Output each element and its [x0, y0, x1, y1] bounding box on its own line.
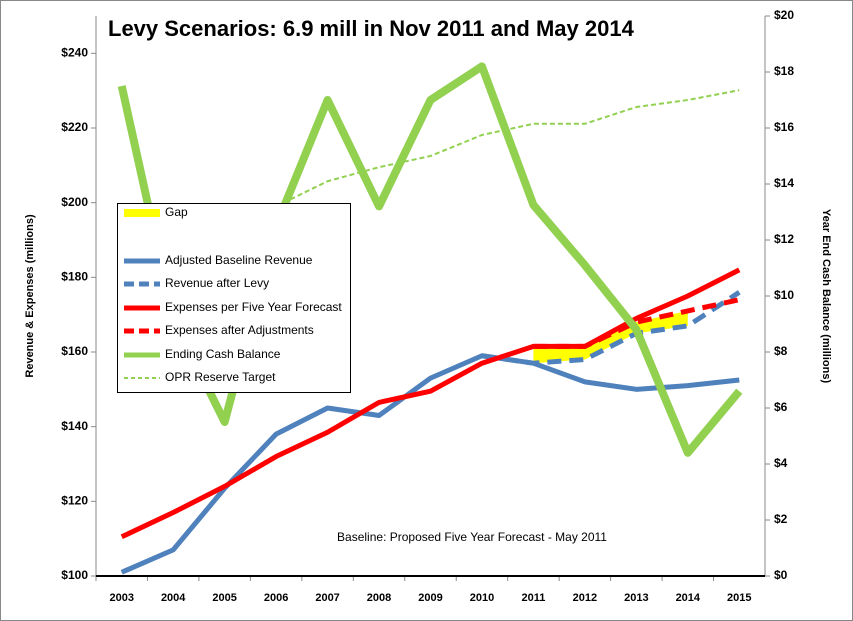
x-tick-label: 2009: [418, 592, 442, 604]
series-line: [275, 89, 740, 208]
x-tick-label: 2014: [676, 592, 701, 604]
y2-tick-label: $10: [774, 288, 794, 302]
x-tick-label: 2013: [624, 592, 648, 604]
y2-tick-label: $2: [774, 512, 788, 526]
legend-label: OPR Reserve Target: [165, 370, 276, 384]
y-tick-label: $140: [61, 419, 88, 433]
x-tick-label: 2004: [161, 592, 186, 604]
legend-box: [117, 203, 351, 393]
y2-tick-label: $12: [774, 232, 794, 246]
y2-tick-label: $20: [774, 8, 794, 22]
y-tick-label: $180: [61, 270, 88, 284]
x-tick-label: 2008: [367, 592, 391, 604]
legend-label: Gap: [165, 205, 188, 219]
x-tick-label: 2012: [573, 592, 597, 604]
x-tick-label: 2006: [264, 592, 288, 604]
y2-tick-label: $4: [774, 456, 788, 470]
x-tick-label: 2005: [212, 592, 236, 604]
y-tick-label: $240: [61, 46, 88, 60]
legend: Gap Adjusted Baseline Revenue Revenue afte…: [117, 203, 351, 393]
legend-label: Adjusted Baseline Revenue: [165, 253, 313, 267]
legend-label: Ending Cash Balance: [165, 347, 281, 361]
y2-tick-label: $6: [774, 400, 788, 414]
legend-label: Expenses per Five Year Forecast: [165, 300, 342, 314]
series-line: [533, 297, 740, 349]
legend-swatch: [124, 209, 160, 217]
y-tick-label: $100: [61, 568, 88, 582]
gap-area: [533, 310, 688, 364]
annotation: Baseline: Proposed Five Year Forecast - …: [337, 530, 607, 544]
y-tick-label: $120: [61, 494, 88, 508]
y2-tick-label: $14: [774, 176, 794, 190]
series-line: [120, 267, 741, 540]
y-axis-title: Revenue & Expenses (millions): [24, 214, 36, 378]
x-tick-label: 2010: [470, 592, 494, 604]
x-tick-label: 2011: [521, 592, 545, 604]
y2-tick-label: $8: [774, 344, 788, 358]
x-tick-label: 2003: [109, 592, 133, 604]
series-line: [117, 62, 743, 457]
legend-label: Expenses after Adjustments: [165, 323, 314, 337]
legend-label: Revenue after Levy: [165, 276, 269, 290]
y2-tick-label: $16: [774, 120, 794, 134]
y2-axis-title: Year End Cash Balance (millions): [820, 209, 832, 384]
series-line: [481, 290, 741, 366]
chart-title: Levy Scenarios: 6.9 mill in Nov 2011 and…: [108, 16, 635, 41]
y-tick-label: $200: [61, 195, 88, 209]
y2-tick-label: $0: [774, 568, 788, 582]
y-tick-label: $220: [61, 120, 88, 134]
y2-tick-label: $18: [774, 64, 794, 78]
x-tick-label: 2007: [315, 592, 339, 604]
y-tick-label: $160: [61, 344, 88, 358]
x-tick-label: 2015: [727, 592, 751, 604]
